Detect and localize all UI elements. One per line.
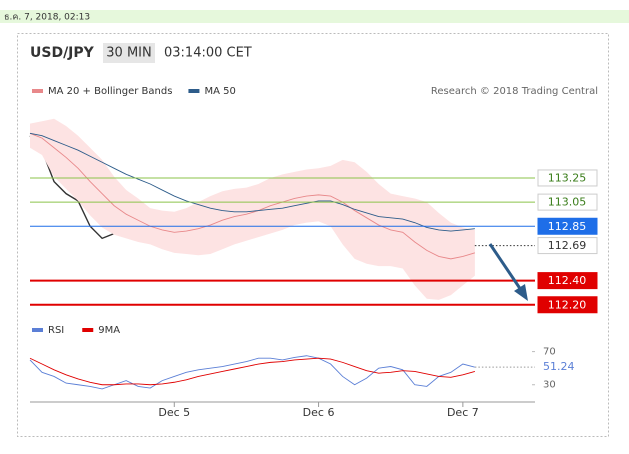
legend-label: MA 50 [204,86,235,97]
x-tick-label: Dec 7 [447,406,479,419]
level-box [537,193,598,211]
time: 03:14:00 CET [164,46,252,61]
level-box [537,217,598,235]
date-bar [0,10,629,23]
legend-swatch [82,328,94,332]
level-box [537,272,598,290]
level-box [537,296,598,314]
level-label: 112.69 [548,239,587,252]
source: Research © 2018 Trading Central [431,86,598,97]
timeframe-box [103,43,155,63]
series-line [29,132,475,232]
legend-label: RSI [48,325,64,336]
forecast-arrow [488,243,528,301]
chart-frame [17,33,609,437]
level-box [537,169,598,187]
legend-label: MA 20 + Bollinger Bands [48,86,172,97]
level-box [537,237,598,255]
y-tick-label: 70 [543,347,556,358]
series-line [29,355,475,390]
bollinger-band [30,118,475,300]
series-line [29,132,476,260]
level-label: 113.05 [548,196,587,209]
legend-label: 9MA [98,325,120,336]
last-value-label: 51.24 [543,360,575,373]
legend-swatch [32,328,43,332]
legend-swatch [188,89,200,93]
legend-swatch [32,89,43,93]
x-tick-label: Dec 6 [303,406,335,419]
date: ธ.ค. 7, 2018, 02:13 [4,13,90,23]
level-label: 112.85 [548,220,587,233]
x-tick-label: Dec 5 [158,406,190,419]
level-label: 113.25 [548,171,587,184]
level-label: 112.40 [548,274,587,287]
series-line [29,357,476,386]
timeframe: 30 MIN [106,46,151,61]
level-label: 112.20 [548,298,587,311]
y-tick-label: 30 [543,380,556,391]
chart-title: USD/JPY [30,45,95,61]
